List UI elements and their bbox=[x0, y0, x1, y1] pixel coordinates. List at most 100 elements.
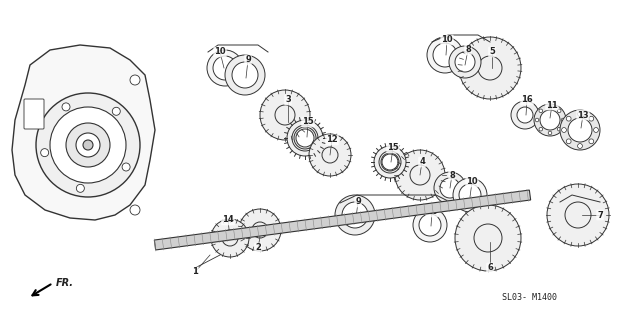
Circle shape bbox=[548, 105, 552, 109]
Text: 9: 9 bbox=[245, 56, 251, 65]
Circle shape bbox=[342, 202, 368, 228]
Circle shape bbox=[547, 184, 609, 246]
Polygon shape bbox=[154, 190, 531, 250]
Circle shape bbox=[335, 195, 375, 235]
Circle shape bbox=[252, 222, 268, 238]
Circle shape bbox=[453, 178, 487, 212]
Circle shape bbox=[260, 90, 310, 140]
Text: 5: 5 bbox=[489, 47, 495, 57]
Circle shape bbox=[207, 50, 243, 86]
Circle shape bbox=[112, 107, 120, 115]
Text: 12: 12 bbox=[326, 135, 338, 144]
Text: 2: 2 bbox=[255, 244, 261, 252]
Circle shape bbox=[434, 172, 466, 204]
Circle shape bbox=[294, 127, 316, 149]
Circle shape bbox=[535, 118, 539, 122]
Circle shape bbox=[589, 139, 594, 144]
Circle shape bbox=[561, 118, 564, 122]
Text: 14: 14 bbox=[222, 216, 234, 225]
Circle shape bbox=[76, 133, 100, 157]
Circle shape bbox=[36, 93, 140, 197]
Circle shape bbox=[239, 209, 281, 251]
Circle shape bbox=[557, 109, 561, 113]
Circle shape bbox=[433, 43, 457, 67]
Circle shape bbox=[413, 208, 447, 242]
Text: FR.: FR. bbox=[56, 278, 74, 288]
Circle shape bbox=[395, 150, 445, 200]
Circle shape bbox=[41, 149, 49, 157]
Text: 11: 11 bbox=[546, 100, 558, 109]
Text: 4: 4 bbox=[419, 157, 425, 167]
Circle shape bbox=[589, 116, 594, 121]
Circle shape bbox=[379, 151, 401, 173]
Circle shape bbox=[76, 184, 84, 192]
Circle shape bbox=[534, 104, 566, 136]
Circle shape bbox=[122, 163, 130, 171]
Circle shape bbox=[455, 52, 475, 72]
Circle shape bbox=[83, 140, 93, 150]
Circle shape bbox=[459, 37, 521, 99]
Text: 15: 15 bbox=[302, 117, 314, 127]
Circle shape bbox=[309, 134, 351, 176]
Circle shape bbox=[275, 105, 295, 125]
Circle shape bbox=[594, 128, 598, 132]
Circle shape bbox=[459, 184, 481, 206]
Circle shape bbox=[287, 120, 323, 156]
Circle shape bbox=[557, 128, 561, 131]
Polygon shape bbox=[12, 45, 155, 220]
Circle shape bbox=[539, 128, 543, 131]
Circle shape bbox=[562, 128, 566, 132]
Circle shape bbox=[292, 125, 318, 151]
Circle shape bbox=[225, 55, 265, 95]
Circle shape bbox=[560, 110, 600, 150]
Text: 15: 15 bbox=[387, 143, 399, 153]
Text: 13: 13 bbox=[577, 110, 589, 120]
Circle shape bbox=[478, 56, 502, 80]
Circle shape bbox=[382, 154, 398, 170]
Text: 3: 3 bbox=[285, 95, 291, 105]
Circle shape bbox=[322, 147, 338, 163]
Circle shape bbox=[410, 165, 430, 185]
Circle shape bbox=[474, 224, 502, 252]
Text: 16: 16 bbox=[521, 95, 533, 105]
Text: 10: 10 bbox=[466, 177, 478, 186]
Circle shape bbox=[374, 146, 406, 178]
Circle shape bbox=[62, 103, 70, 111]
Text: 8: 8 bbox=[449, 170, 455, 179]
Text: 6: 6 bbox=[487, 264, 493, 273]
Circle shape bbox=[427, 37, 463, 73]
Text: 8: 8 bbox=[465, 45, 471, 54]
Circle shape bbox=[66, 123, 110, 167]
Circle shape bbox=[130, 75, 140, 85]
Text: 10: 10 bbox=[214, 47, 226, 57]
Circle shape bbox=[222, 230, 238, 246]
Circle shape bbox=[50, 107, 126, 183]
Circle shape bbox=[419, 214, 441, 236]
Circle shape bbox=[130, 205, 140, 215]
Circle shape bbox=[539, 109, 543, 113]
Circle shape bbox=[232, 62, 258, 88]
Circle shape bbox=[296, 129, 314, 147]
Circle shape bbox=[449, 46, 481, 78]
FancyBboxPatch shape bbox=[24, 99, 44, 129]
Text: 1: 1 bbox=[192, 267, 198, 276]
Circle shape bbox=[211, 219, 249, 257]
Circle shape bbox=[568, 118, 592, 142]
Circle shape bbox=[440, 178, 460, 198]
Circle shape bbox=[548, 131, 552, 135]
Text: 10: 10 bbox=[441, 36, 453, 45]
Circle shape bbox=[213, 56, 237, 80]
Circle shape bbox=[455, 205, 521, 271]
Circle shape bbox=[566, 139, 571, 144]
Circle shape bbox=[511, 101, 539, 129]
Circle shape bbox=[517, 107, 533, 123]
Text: SL03- M1400: SL03- M1400 bbox=[502, 294, 557, 302]
Text: 7: 7 bbox=[597, 211, 603, 219]
Circle shape bbox=[540, 110, 560, 130]
Circle shape bbox=[578, 112, 582, 116]
Circle shape bbox=[578, 144, 582, 149]
Text: 10: 10 bbox=[426, 208, 438, 217]
Text: 1: 1 bbox=[193, 267, 198, 276]
Circle shape bbox=[566, 116, 571, 121]
Text: 9: 9 bbox=[355, 197, 361, 206]
